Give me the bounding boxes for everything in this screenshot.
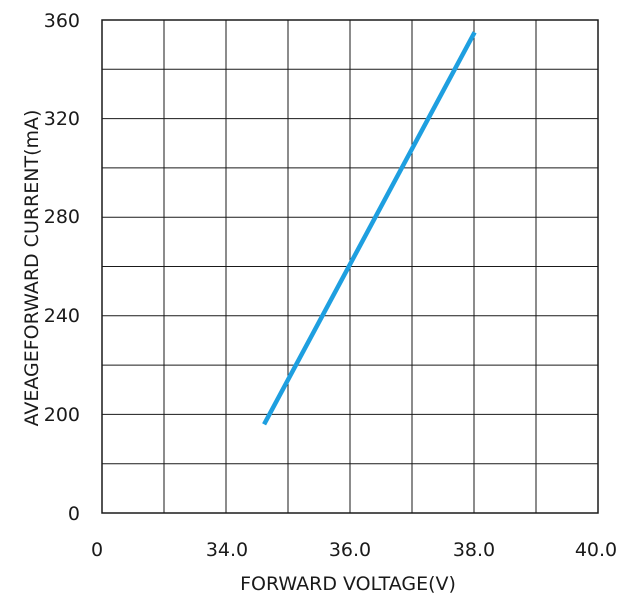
series-line-0 bbox=[262, 31, 477, 426]
x-axis-ticks: 0 34.0 36.0 38.0 40.0 bbox=[91, 539, 617, 561]
x-tick-label: 0 bbox=[91, 539, 103, 561]
x-tick-label: 38.0 bbox=[453, 539, 495, 561]
y-tick-label: 0 bbox=[68, 503, 80, 525]
y-tick-label: 240 bbox=[44, 305, 80, 327]
y-tick-label: 200 bbox=[44, 404, 80, 426]
y-axis-ticks: 0 200 240 280 320 360 bbox=[44, 10, 80, 525]
y-tick-label: 280 bbox=[44, 206, 80, 228]
plot-frame bbox=[101, 19, 599, 514]
x-axis-title: FORWARD VOLTAGE(V) bbox=[240, 573, 456, 595]
grid bbox=[102, 20, 598, 513]
x-tick-label: 36.0 bbox=[329, 539, 371, 561]
x-tick-label: 40.0 bbox=[575, 539, 617, 561]
y-tick-label: 320 bbox=[44, 108, 80, 130]
y-axis-title: AVEAGEFORWARD CURRENT(mA) bbox=[21, 110, 43, 427]
series-group bbox=[262, 31, 477, 426]
y-tick-label: 360 bbox=[44, 10, 80, 32]
x-tick-label: 34.0 bbox=[206, 539, 248, 561]
